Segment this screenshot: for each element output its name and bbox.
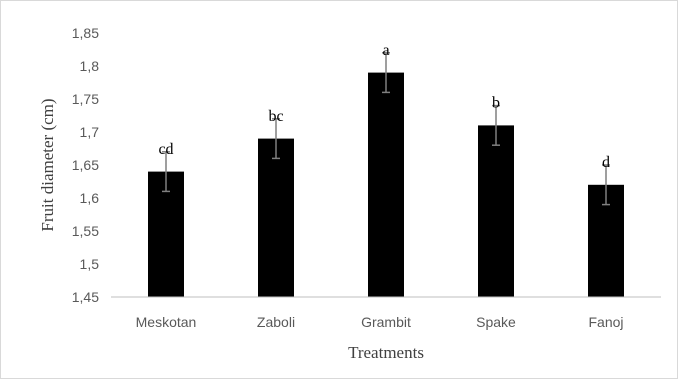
x-tick-label: Meskotan bbox=[136, 314, 197, 330]
significance-letter: d bbox=[602, 154, 610, 171]
x-tick-label: Spake bbox=[476, 314, 516, 330]
significance-letter: cd bbox=[158, 141, 173, 158]
y-tick-label: 1,7 bbox=[80, 124, 100, 140]
significance-letter: bc bbox=[268, 108, 283, 125]
x-tick-label: Fanoj bbox=[588, 314, 623, 330]
x-axis-title: Treatments bbox=[348, 343, 424, 362]
y-tick-label: 1,65 bbox=[72, 157, 99, 173]
error-bar-grambit bbox=[382, 52, 390, 94]
y-axis: 1,45 1,5 1,55 1,6 1,65 1,7 1,75 1,8 1,85 bbox=[72, 25, 99, 305]
significance-letters: cd bc a b d bbox=[158, 42, 610, 171]
y-tick-label: 1,8 bbox=[80, 58, 100, 74]
error-bar-zaboli bbox=[272, 118, 280, 160]
y-tick-label: 1,6 bbox=[80, 190, 100, 206]
x-tick-label: Grambit bbox=[361, 314, 411, 330]
error-bars bbox=[162, 52, 610, 206]
y-tick-label: 1,85 bbox=[72, 25, 99, 41]
y-tick-label: 1,75 bbox=[72, 91, 99, 107]
error-bar-spake bbox=[492, 104, 500, 146]
bar-grambit bbox=[368, 72, 404, 297]
y-axis-title: Fruit diameter (cm) bbox=[38, 98, 57, 231]
error-bar-fanoj bbox=[602, 164, 610, 206]
error-bar-meskotan bbox=[162, 151, 170, 193]
y-tick-label: 1,5 bbox=[80, 256, 100, 272]
significance-letter: a bbox=[382, 42, 389, 59]
bar-meskotan bbox=[148, 171, 184, 297]
bars bbox=[148, 72, 624, 298]
bar-spake bbox=[478, 125, 514, 298]
significance-letter: b bbox=[492, 95, 500, 112]
x-axis: Meskotan Zaboli Grambit Spake Fanoj bbox=[111, 296, 661, 330]
y-tick-label: 1,55 bbox=[72, 223, 99, 239]
y-tick-label: 1,45 bbox=[72, 289, 99, 305]
bar-zaboli bbox=[258, 138, 294, 297]
x-tick-label: Zaboli bbox=[257, 314, 295, 330]
